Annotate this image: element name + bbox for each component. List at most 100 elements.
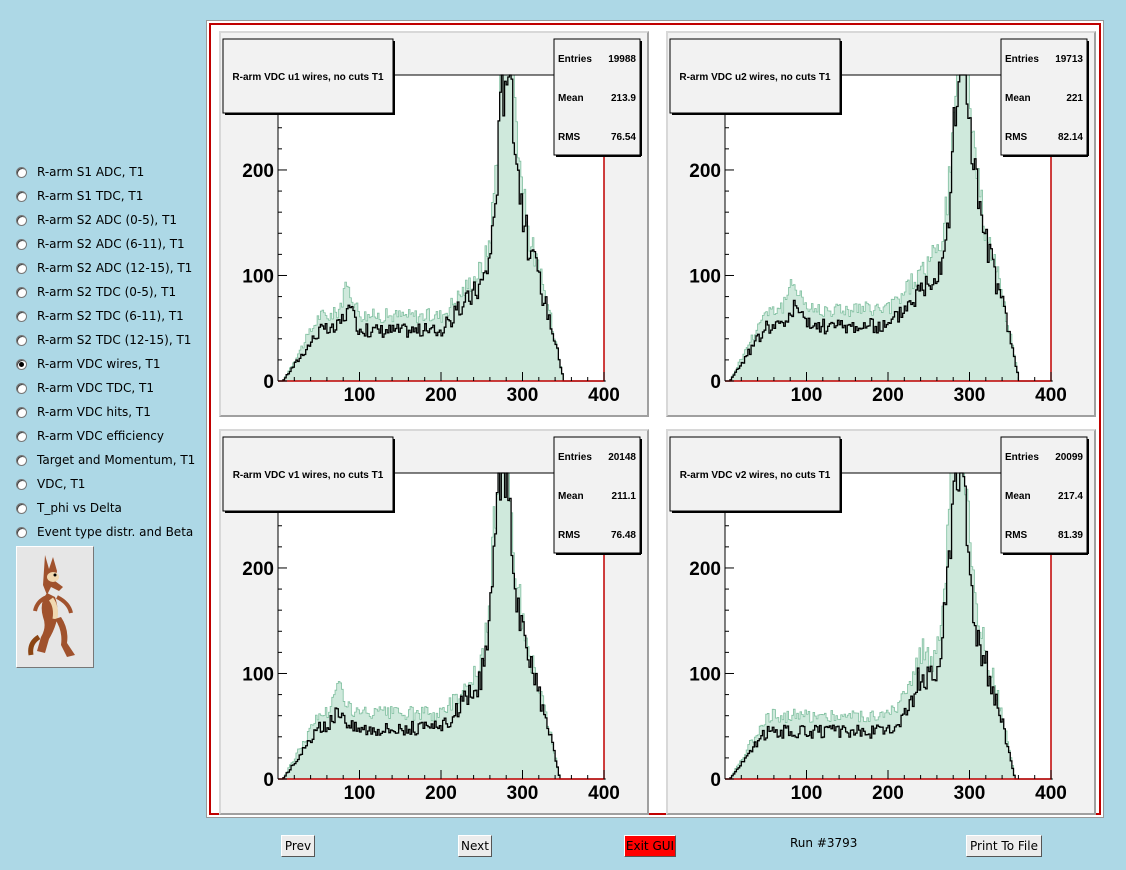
histogram-title: R-arm VDC u2 wires, no cuts T1 xyxy=(679,72,831,83)
plot-option-label: VDC, T1 xyxy=(37,477,86,491)
radio-button[interactable] xyxy=(16,502,27,514)
canvas-frame: 100 200 300 400 0 100 200 R-arm VDC u1 wires, n… xyxy=(209,23,1101,815)
plot-option[interactable]: R-arm S2 ADC (6-11), T1 xyxy=(16,232,206,256)
plot-option[interactable]: Target and Momentum, T1 xyxy=(16,448,206,472)
stats-box xyxy=(553,436,641,554)
radio-button[interactable] xyxy=(16,214,27,226)
radio-button[interactable] xyxy=(16,382,27,394)
plot-option[interactable]: R-arm VDC TDC, T1 xyxy=(16,376,206,400)
radio-button[interactable] xyxy=(16,454,27,466)
exit-gui-button[interactable]: Exit GUI xyxy=(624,835,676,857)
plot-option[interactable]: R-arm S2 TDC (12-15), T1 xyxy=(16,328,206,352)
x-tick-label: 200 xyxy=(425,385,457,406)
print-to-file-button[interactable]: Print To File xyxy=(966,835,1042,857)
stats-label: Mean xyxy=(1005,491,1031,502)
stats-label: Entries xyxy=(1005,452,1039,463)
x-tick-label: 200 xyxy=(425,783,457,804)
plot-option-label: R-arm S2 ADC (6-11), T1 xyxy=(37,237,185,251)
line-histogram xyxy=(278,472,606,780)
histogram-pad[interactable]: 100 200 300 400 0 100 200 R-arm VDC u1 wires, n… xyxy=(219,31,649,417)
plot-option[interactable]: Event type distr. and Beta xyxy=(16,520,206,544)
stats-value: 217.4 xyxy=(1058,491,1083,502)
x-tick-label: 200 xyxy=(872,783,904,804)
plot-option[interactable]: R-arm VDC efficiency xyxy=(16,424,206,448)
x-tick-label: 300 xyxy=(954,385,986,406)
radio-button[interactable] xyxy=(16,310,27,322)
x-tick-label: 100 xyxy=(344,385,376,406)
y-tick-label: 0 xyxy=(263,372,274,393)
histogram-pad[interactable]: 100 200 300 400 0 100 200 R-arm VDC u2 wires, n… xyxy=(666,31,1096,417)
y-tick-label: 0 xyxy=(263,770,274,791)
radio-button[interactable] xyxy=(16,238,27,250)
radio-button[interactable] xyxy=(16,526,27,538)
y-tick-label: 100 xyxy=(689,266,721,287)
histogram-pad[interactable]: 100 200 300 400 0 100 200 R-arm VDC v2 wires, n… xyxy=(666,429,1096,815)
stats-value: 81.39 xyxy=(1058,530,1083,541)
stats-label: Mean xyxy=(1005,93,1031,104)
radio-button[interactable] xyxy=(16,358,27,370)
stats-value: 76.48 xyxy=(611,530,636,541)
plot-option[interactable]: R-arm S2 TDC (0-5), T1 xyxy=(16,280,206,304)
filled-histogram xyxy=(278,472,606,780)
stats-label: RMS xyxy=(558,132,581,143)
line-histogram xyxy=(278,74,606,382)
x-tick-label: 100 xyxy=(344,783,376,804)
stats-value: 20148 xyxy=(608,452,636,463)
radio-button[interactable] xyxy=(16,334,27,346)
plot-option-label: R-arm VDC hits, T1 xyxy=(37,405,151,419)
plot-option-label: R-arm S2 TDC (0-5), T1 xyxy=(37,285,177,299)
plot-option[interactable]: R-arm S1 TDC, T1 xyxy=(16,184,206,208)
stats-label: RMS xyxy=(1005,530,1028,541)
stats-box xyxy=(1000,436,1088,554)
y-tick-label: 200 xyxy=(242,161,274,182)
plot-option-label: R-arm VDC TDC, T1 xyxy=(37,381,154,395)
x-tick-label: 100 xyxy=(791,385,823,406)
plot-option-label: Event type distr. and Beta xyxy=(37,525,194,539)
stats-value: 20099 xyxy=(1055,452,1083,463)
plot-option[interactable]: VDC, T1 xyxy=(16,472,206,496)
radio-button[interactable] xyxy=(16,430,27,442)
x-tick-label: 200 xyxy=(872,385,904,406)
prev-button[interactable]: Prev xyxy=(281,835,315,857)
histogram-plot: 100 200 300 400 0 100 200 R-arm VDC v2 wires, n… xyxy=(669,436,1089,804)
radio-button[interactable] xyxy=(16,478,27,490)
filled-histogram xyxy=(278,74,606,382)
plot-option-label: R-arm VDC wires, T1 xyxy=(37,357,161,371)
radio-button[interactable] xyxy=(16,286,27,298)
radio-button[interactable] xyxy=(16,406,27,418)
histogram-plot: 100 200 300 400 0 100 200 R-arm VDC v1 wires, n… xyxy=(222,436,642,804)
plot-canvas: 100 200 300 400 0 100 200 R-arm VDC u1 wires, n… xyxy=(206,20,1104,818)
plot-option[interactable]: R-arm S2 ADC (12-15), T1 xyxy=(16,256,206,280)
histogram-pad[interactable]: 100 200 300 400 0 100 200 R-arm VDC v1 wires, n… xyxy=(219,429,649,815)
radio-button[interactable] xyxy=(16,262,27,274)
y-tick-label: 200 xyxy=(689,559,721,580)
plot-option[interactable]: R-arm VDC hits, T1 xyxy=(16,400,206,424)
stats-value: 19713 xyxy=(1055,54,1083,65)
plot-option[interactable]: R-arm S2 ADC (0-5), T1 xyxy=(16,208,206,232)
plot-option[interactable]: R-arm S1 ADC, T1 xyxy=(16,160,206,184)
logo-button[interactable] xyxy=(16,546,94,668)
plot-option-label: R-arm S2 ADC (12-15), T1 xyxy=(37,261,193,275)
histogram-title: R-arm VDC v1 wires, no cuts T1 xyxy=(233,470,384,481)
stats-value: 82.14 xyxy=(1058,132,1083,143)
stats-label: RMS xyxy=(1005,132,1028,143)
title-box xyxy=(669,38,841,114)
plot-option-label: R-arm VDC efficiency xyxy=(37,429,165,443)
plot-option[interactable]: R-arm S2 TDC (6-11), T1 xyxy=(16,304,206,328)
stats-label: Entries xyxy=(1005,54,1039,65)
line-histogram xyxy=(725,74,1053,382)
next-button[interactable]: Next xyxy=(458,835,492,857)
radio-button[interactable] xyxy=(16,166,27,178)
line-histogram xyxy=(725,472,1053,780)
stats-value: 76.54 xyxy=(611,132,636,143)
stats-box xyxy=(1000,38,1088,156)
plot-selector: R-arm S1 ADC, T1 R-arm S1 TDC, T1 R-arm S2… xyxy=(16,160,206,544)
plot-option[interactable]: T_phi vs Delta xyxy=(16,496,206,520)
x-tick-label: 400 xyxy=(588,783,620,804)
y-tick-label: 0 xyxy=(710,372,721,393)
y-tick-label: 200 xyxy=(242,559,274,580)
x-tick-label: 400 xyxy=(588,385,620,406)
radio-button[interactable] xyxy=(16,190,27,202)
stats-label: Entries xyxy=(558,452,592,463)
plot-option[interactable]: R-arm VDC wires, T1 xyxy=(16,352,206,376)
